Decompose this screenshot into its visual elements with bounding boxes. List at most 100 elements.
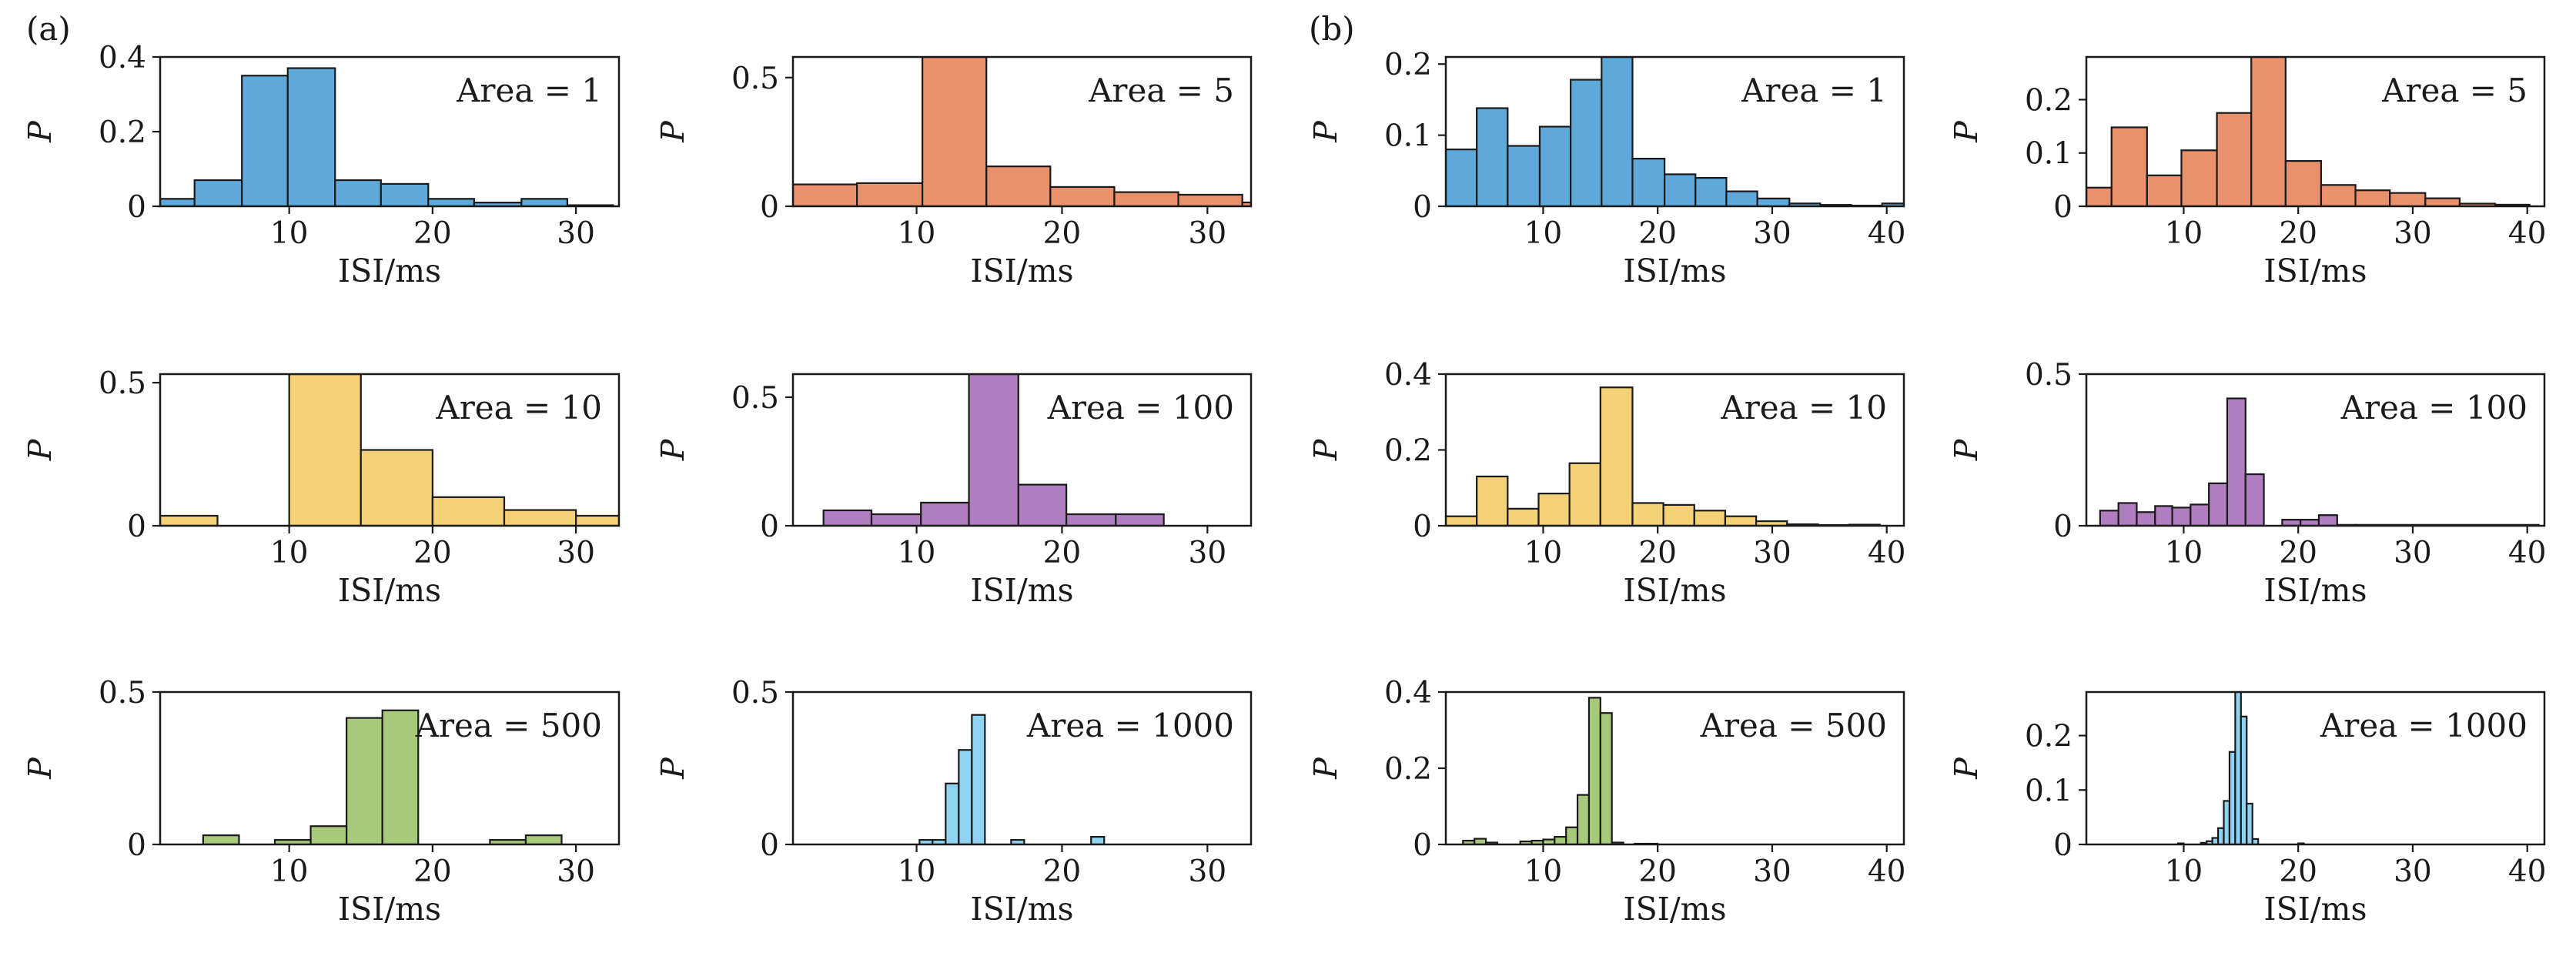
x-axis-label: ISI/ms [338, 572, 441, 609]
axes-frame [2085, 373, 2546, 527]
x-tick-label: 40 [1868, 216, 1906, 251]
histogram-bar [202, 834, 240, 844]
area-annotation: Area = 1 [1741, 72, 1887, 109]
histogram-bar [971, 714, 986, 844]
x-tick-label: 30 [1189, 536, 1227, 570]
chart-b1: 10 20 30 40 0 0.1 0.2 ISI/ms P Area = 1 [1307, 48, 1906, 289]
histogram-bar [1662, 503, 1695, 526]
axes-frame [2085, 690, 2546, 846]
y-tick-label: 0.2 [2025, 720, 2073, 754]
bars-b1 [1446, 57, 1904, 206]
histogram-bar [958, 749, 973, 844]
y-tick-label: 0.5 [2025, 358, 2073, 393]
x-tick-label: 20 [413, 536, 452, 570]
x-tick-label: 30 [557, 854, 595, 889]
chart-b6: 10 20 30 40 0 0.1 0.2 ISI/ms P Area = 1000 [1948, 690, 2547, 928]
histogram-bar [1631, 158, 1666, 206]
histogram-bar [1568, 462, 1601, 526]
histogram-bar [2211, 837, 2220, 844]
histogram-bar [1570, 79, 1603, 206]
histogram-bar [2251, 838, 2260, 844]
x-tick-label: 10 [270, 536, 309, 570]
y-axis-label: P [22, 757, 59, 780]
chart-a3: 10 20 30 0 0.5 ISI/ms P Area = 10 [22, 366, 621, 609]
y-tick-label: 0 [127, 510, 146, 544]
y-axis-label: P [1307, 438, 1344, 461]
x-axis-label: ISI/ms [970, 252, 1073, 289]
histogram-bar [2223, 800, 2231, 844]
area-annotation: Area = 10 [435, 389, 602, 426]
y-axis-label: P [654, 120, 691, 143]
histogram-bar [380, 182, 430, 206]
y-axis-label: P [1948, 120, 1985, 143]
histogram-bar [1177, 193, 1243, 206]
x-tick-label: 10 [2165, 854, 2203, 889]
chart-a4: 10 20 30 0 0.5 ISI/ms P Area = 100 [654, 373, 1253, 609]
histogram-bar [1693, 510, 1727, 526]
histogram-bar [2284, 160, 2323, 206]
histogram-bar [1694, 176, 1728, 206]
x-tick-label: 30 [1189, 216, 1227, 251]
histogram-bar [241, 75, 289, 206]
bars-b5 [1462, 697, 1659, 844]
histogram-bar [286, 67, 336, 206]
x-axis-label: ISI/ms [2263, 252, 2367, 289]
x-tick-label: 10 [898, 216, 936, 251]
x-tick-label: 20 [1638, 536, 1677, 570]
y-tick-label: 0.5 [731, 381, 779, 416]
histogram-bar [1631, 502, 1664, 526]
histogram-bar [2317, 514, 2338, 526]
histogram-bar [1724, 515, 1758, 526]
chart-a2: 10 20 30 0 0.5 ISI/ms P Area = 5 [654, 55, 1253, 289]
histogram-bar [945, 782, 960, 844]
x-tick-label: 40 [2508, 854, 2547, 889]
chart-b5: 10 20 30 40 0 0.2 0.4 ISI/ms P Area = 500 [1307, 676, 1906, 928]
y-tick-label: 0.5 [99, 676, 146, 711]
x-tick-label: 20 [1638, 216, 1677, 251]
histogram-bar [160, 514, 219, 526]
x-tick-label: 10 [898, 854, 936, 889]
area-annotation: Area = 100 [1047, 389, 1234, 426]
histogram-bar [575, 514, 619, 526]
y-axis-label: P [1307, 757, 1344, 780]
x-tick-label: 10 [2165, 536, 2203, 570]
x-tick-label: 40 [2508, 536, 2547, 570]
x-axis-label: ISI/ms [338, 252, 441, 289]
x-tick-label: 20 [2279, 216, 2317, 251]
histogram-bar [2234, 692, 2242, 844]
chart-b4: 10 20 30 40 0 0.5 ISI/ms P Area = 100 [1948, 358, 2547, 609]
x-tick-label: 20 [1043, 216, 1082, 251]
area-annotation: Area = 5 [2381, 72, 2527, 109]
area-annotation: Area = 1000 [1026, 707, 1234, 744]
bars-b2 [2086, 57, 2531, 206]
x-axis-label: ISI/ms [2263, 891, 2367, 928]
x-tick-label: 10 [1524, 536, 1563, 570]
y-tick-label: 0.2 [1384, 434, 1432, 469]
y-tick-label: 0 [760, 510, 779, 544]
y-tick-label: 0 [760, 190, 779, 225]
chart-b3: 10 20 30 40 0 0.2 0.4 ISI/ms P Area = 10 [1307, 358, 1906, 609]
histogram-bar [1017, 483, 1068, 526]
histogram-bar [1446, 515, 1478, 526]
histogram-bar [1601, 57, 1634, 206]
bars-a2 [793, 57, 1251, 206]
histogram-bar [503, 509, 577, 526]
histogram-bar [1599, 386, 1634, 526]
x-tick-label: 40 [1868, 854, 1906, 889]
histogram-bar [2389, 192, 2427, 206]
histogram-bar [2146, 174, 2183, 206]
y-tick-label: 0 [1413, 190, 1432, 225]
x-tick-label: 30 [1753, 216, 1791, 251]
x-tick-label: 20 [1638, 854, 1677, 889]
histogram-bar [2180, 149, 2218, 206]
histogram-bar [334, 179, 382, 206]
histogram-bar [193, 179, 243, 206]
panel-label-b: (b) [1309, 10, 1355, 48]
histogram-bar [1115, 513, 1165, 526]
y-tick-label: 0.2 [99, 115, 146, 150]
histogram-bar [346, 717, 383, 844]
histogram-bar [1090, 835, 1106, 844]
histogram-bar [1587, 697, 1601, 844]
x-tick-label: 20 [2279, 854, 2317, 889]
histogram-bar [2136, 511, 2156, 526]
